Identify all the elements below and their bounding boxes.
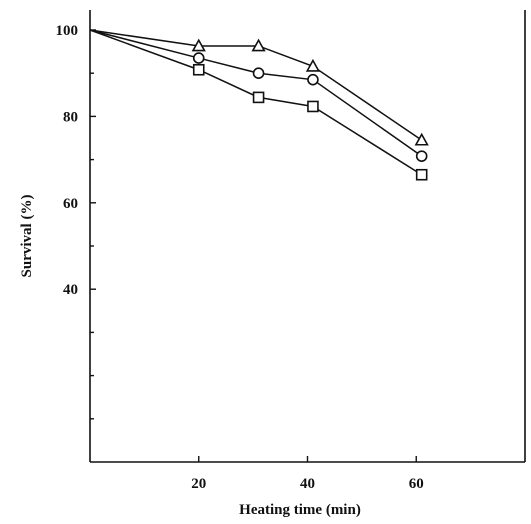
ticks: 40 60 80 100 20 40 60 <box>56 23 424 492</box>
square-marker <box>252 91 265 104</box>
x-tick-label: 20 <box>191 476 206 492</box>
x-tick-label: 40 <box>300 476 315 492</box>
y-tick-label: 40 <box>63 282 78 298</box>
y-tick-label: 80 <box>63 109 78 125</box>
circle-marker <box>192 52 205 64</box>
y-axis-title: Survival (%) <box>19 195 35 278</box>
series-triangle <box>89 29 429 146</box>
y-tick-label: 60 <box>63 196 78 212</box>
series-layer <box>89 29 429 181</box>
square-marker <box>415 168 428 181</box>
square-marker <box>192 63 205 76</box>
x-tick-label: 60 <box>409 476 424 492</box>
series-circle <box>89 29 428 162</box>
series-square <box>89 29 428 181</box>
circle-marker <box>415 150 428 162</box>
triangle-marker <box>414 132 429 146</box>
square-marker <box>307 100 319 113</box>
circle-marker <box>252 67 265 79</box>
x-axis-title: Heating time (min) <box>239 502 361 518</box>
triangle-marker <box>251 38 266 52</box>
triangle-marker <box>191 38 206 52</box>
y-tick-label: 100 <box>56 23 79 39</box>
triangle-marker <box>305 58 321 72</box>
circle-marker <box>307 73 319 86</box>
